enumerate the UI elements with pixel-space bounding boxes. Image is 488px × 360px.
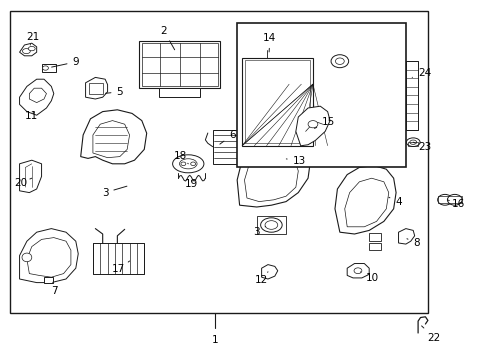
Text: 24: 24: [411, 68, 430, 78]
Bar: [159, 88, 200, 97]
Polygon shape: [81, 110, 146, 164]
Polygon shape: [237, 133, 310, 207]
Polygon shape: [20, 79, 54, 115]
Bar: [245, 60, 309, 143]
Polygon shape: [29, 88, 46, 103]
Bar: [237, 23, 405, 167]
Ellipse shape: [406, 138, 419, 147]
Bar: [405, 61, 417, 130]
Ellipse shape: [437, 194, 451, 205]
Ellipse shape: [307, 121, 317, 128]
Text: 17: 17: [112, 261, 129, 274]
Bar: [89, 83, 102, 94]
Text: 23: 23: [412, 142, 430, 152]
Bar: [256, 216, 285, 234]
Bar: [242, 58, 312, 146]
Text: 13: 13: [286, 156, 305, 166]
Text: 9: 9: [52, 57, 79, 67]
Ellipse shape: [181, 162, 185, 166]
Text: 20: 20: [14, 178, 32, 188]
Ellipse shape: [353, 268, 361, 274]
Bar: [10, 11, 427, 313]
Bar: [368, 233, 381, 241]
Text: 1: 1: [211, 335, 218, 345]
Text: 6: 6: [220, 130, 235, 144]
Ellipse shape: [22, 253, 32, 262]
Ellipse shape: [330, 55, 348, 68]
Ellipse shape: [172, 155, 203, 173]
Text: 22: 22: [421, 326, 440, 343]
Ellipse shape: [335, 58, 344, 64]
Text: 3: 3: [102, 186, 127, 198]
Text: 5: 5: [105, 87, 123, 97]
Text: 21: 21: [26, 32, 40, 45]
Text: 12: 12: [254, 272, 268, 285]
Bar: [44, 277, 53, 283]
Polygon shape: [346, 264, 368, 278]
Ellipse shape: [447, 194, 461, 205]
Text: 19: 19: [184, 179, 198, 189]
Bar: [407, 142, 417, 146]
Ellipse shape: [42, 66, 48, 70]
Text: 2: 2: [160, 26, 174, 50]
Bar: [212, 130, 242, 164]
Text: 3: 3: [253, 226, 265, 237]
Bar: [437, 196, 461, 203]
Bar: [142, 43, 217, 86]
Polygon shape: [244, 146, 298, 202]
Polygon shape: [20, 229, 78, 283]
Text: 10: 10: [360, 272, 378, 283]
Text: 11: 11: [25, 111, 39, 121]
Text: 15: 15: [314, 117, 335, 129]
Polygon shape: [93, 121, 129, 158]
Text: 18: 18: [173, 150, 188, 164]
Text: 16: 16: [447, 199, 465, 210]
Polygon shape: [398, 229, 414, 244]
Polygon shape: [20, 160, 41, 193]
Polygon shape: [261, 265, 277, 279]
Bar: [139, 41, 220, 88]
Ellipse shape: [22, 49, 30, 54]
Text: 14: 14: [263, 33, 276, 52]
Ellipse shape: [264, 221, 277, 229]
Ellipse shape: [409, 140, 416, 144]
Text: 7: 7: [51, 282, 58, 296]
Text: 4: 4: [388, 197, 401, 207]
Ellipse shape: [179, 159, 197, 169]
Polygon shape: [295, 106, 329, 146]
Polygon shape: [334, 166, 395, 234]
Bar: [368, 243, 381, 250]
Bar: [93, 243, 144, 274]
Ellipse shape: [190, 162, 195, 166]
Polygon shape: [344, 178, 388, 227]
Text: 8: 8: [406, 238, 419, 248]
Polygon shape: [85, 77, 107, 99]
Ellipse shape: [260, 218, 282, 232]
Bar: [41, 64, 56, 72]
Polygon shape: [20, 43, 37, 56]
Polygon shape: [27, 238, 71, 277]
Ellipse shape: [28, 46, 35, 51]
